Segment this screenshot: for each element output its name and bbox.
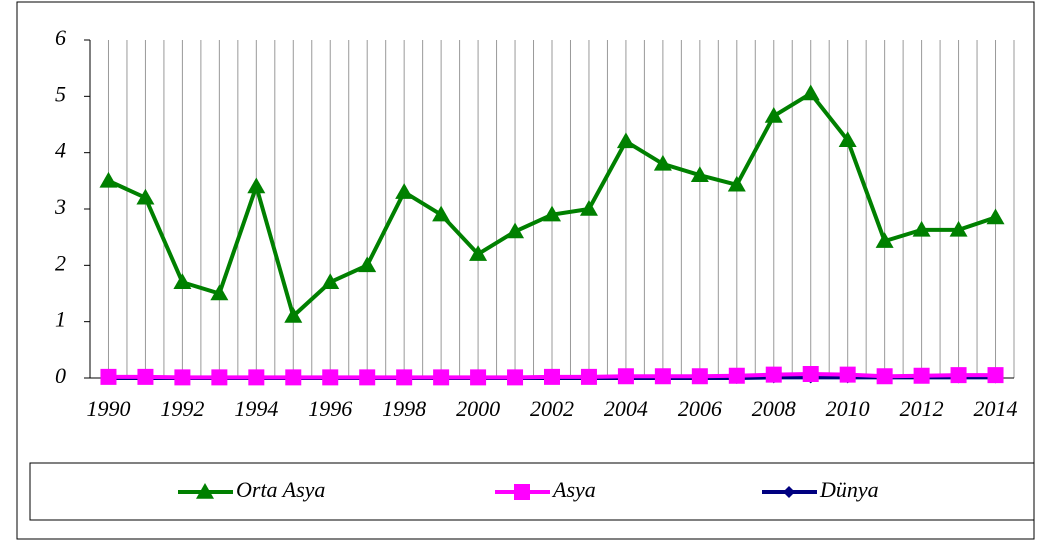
point <box>653 154 672 171</box>
x-tick-label: 2006 <box>678 396 722 421</box>
point <box>173 273 192 289</box>
point <box>949 220 968 237</box>
x-tick-label: 1994 <box>234 396 278 421</box>
x-tick-label: 2000 <box>456 396 500 421</box>
legend-marker <box>783 486 795 498</box>
point <box>358 256 377 273</box>
legend-label: Dünya <box>819 477 879 502</box>
point <box>543 205 561 222</box>
legend-marker <box>514 484 530 500</box>
x-tick-label: 1996 <box>308 396 352 421</box>
point <box>764 107 783 123</box>
point <box>616 132 635 149</box>
x-tick-label: 2010 <box>826 396 870 421</box>
point <box>99 171 118 188</box>
point <box>247 177 266 194</box>
point <box>839 366 856 383</box>
point <box>432 205 451 222</box>
point <box>396 369 413 386</box>
point <box>469 245 488 261</box>
point <box>690 166 709 182</box>
point <box>285 369 302 386</box>
point <box>950 367 967 384</box>
point <box>728 367 745 384</box>
legend-marker <box>196 483 214 499</box>
point <box>727 175 746 192</box>
x-tick-label: 2014 <box>974 396 1018 421</box>
point <box>801 84 820 101</box>
point <box>100 368 117 385</box>
point <box>395 183 414 199</box>
x-tick-label: 2008 <box>752 396 796 421</box>
point <box>691 368 708 385</box>
point <box>617 368 634 385</box>
y-tick-label: 1 <box>55 307 66 332</box>
point <box>506 222 525 239</box>
point <box>579 200 598 216</box>
point <box>802 366 819 383</box>
chart-border <box>16 1 1035 540</box>
point <box>359 369 376 386</box>
point <box>210 284 229 301</box>
point <box>322 369 339 386</box>
point <box>913 367 930 384</box>
point <box>174 369 191 386</box>
point <box>544 368 560 385</box>
y-tick-label: 0 <box>55 363 66 388</box>
point <box>321 273 340 289</box>
point <box>876 368 893 385</box>
point <box>211 369 228 386</box>
x-tick-label: 2012 <box>900 396 944 421</box>
point <box>654 368 671 385</box>
point <box>765 366 782 383</box>
legend-label: Orta Asya <box>236 477 325 502</box>
point <box>137 368 154 385</box>
point <box>986 208 1005 225</box>
point <box>875 232 894 248</box>
y-tick-label: 2 <box>55 250 66 275</box>
point <box>580 368 597 385</box>
point <box>433 369 450 386</box>
point <box>912 220 931 237</box>
y-tick-label: 3 <box>54 194 66 219</box>
y-tick-label: 6 <box>55 25 66 50</box>
legend-label: Asya <box>551 477 596 502</box>
point <box>507 369 524 386</box>
point <box>838 131 857 148</box>
point <box>470 369 487 386</box>
x-tick-label: 2002 <box>530 396 574 421</box>
y-tick-label: 4 <box>55 138 66 163</box>
point <box>284 307 303 323</box>
point <box>136 188 155 205</box>
y-tick-label: 5 <box>55 81 66 106</box>
x-tick-label: 2004 <box>604 396 648 421</box>
x-tick-label: 1990 <box>86 396 130 421</box>
x-tick-label: 1998 <box>382 396 426 421</box>
point <box>987 367 1004 384</box>
x-tick-label: 1992 <box>160 396 204 421</box>
point <box>248 369 265 386</box>
